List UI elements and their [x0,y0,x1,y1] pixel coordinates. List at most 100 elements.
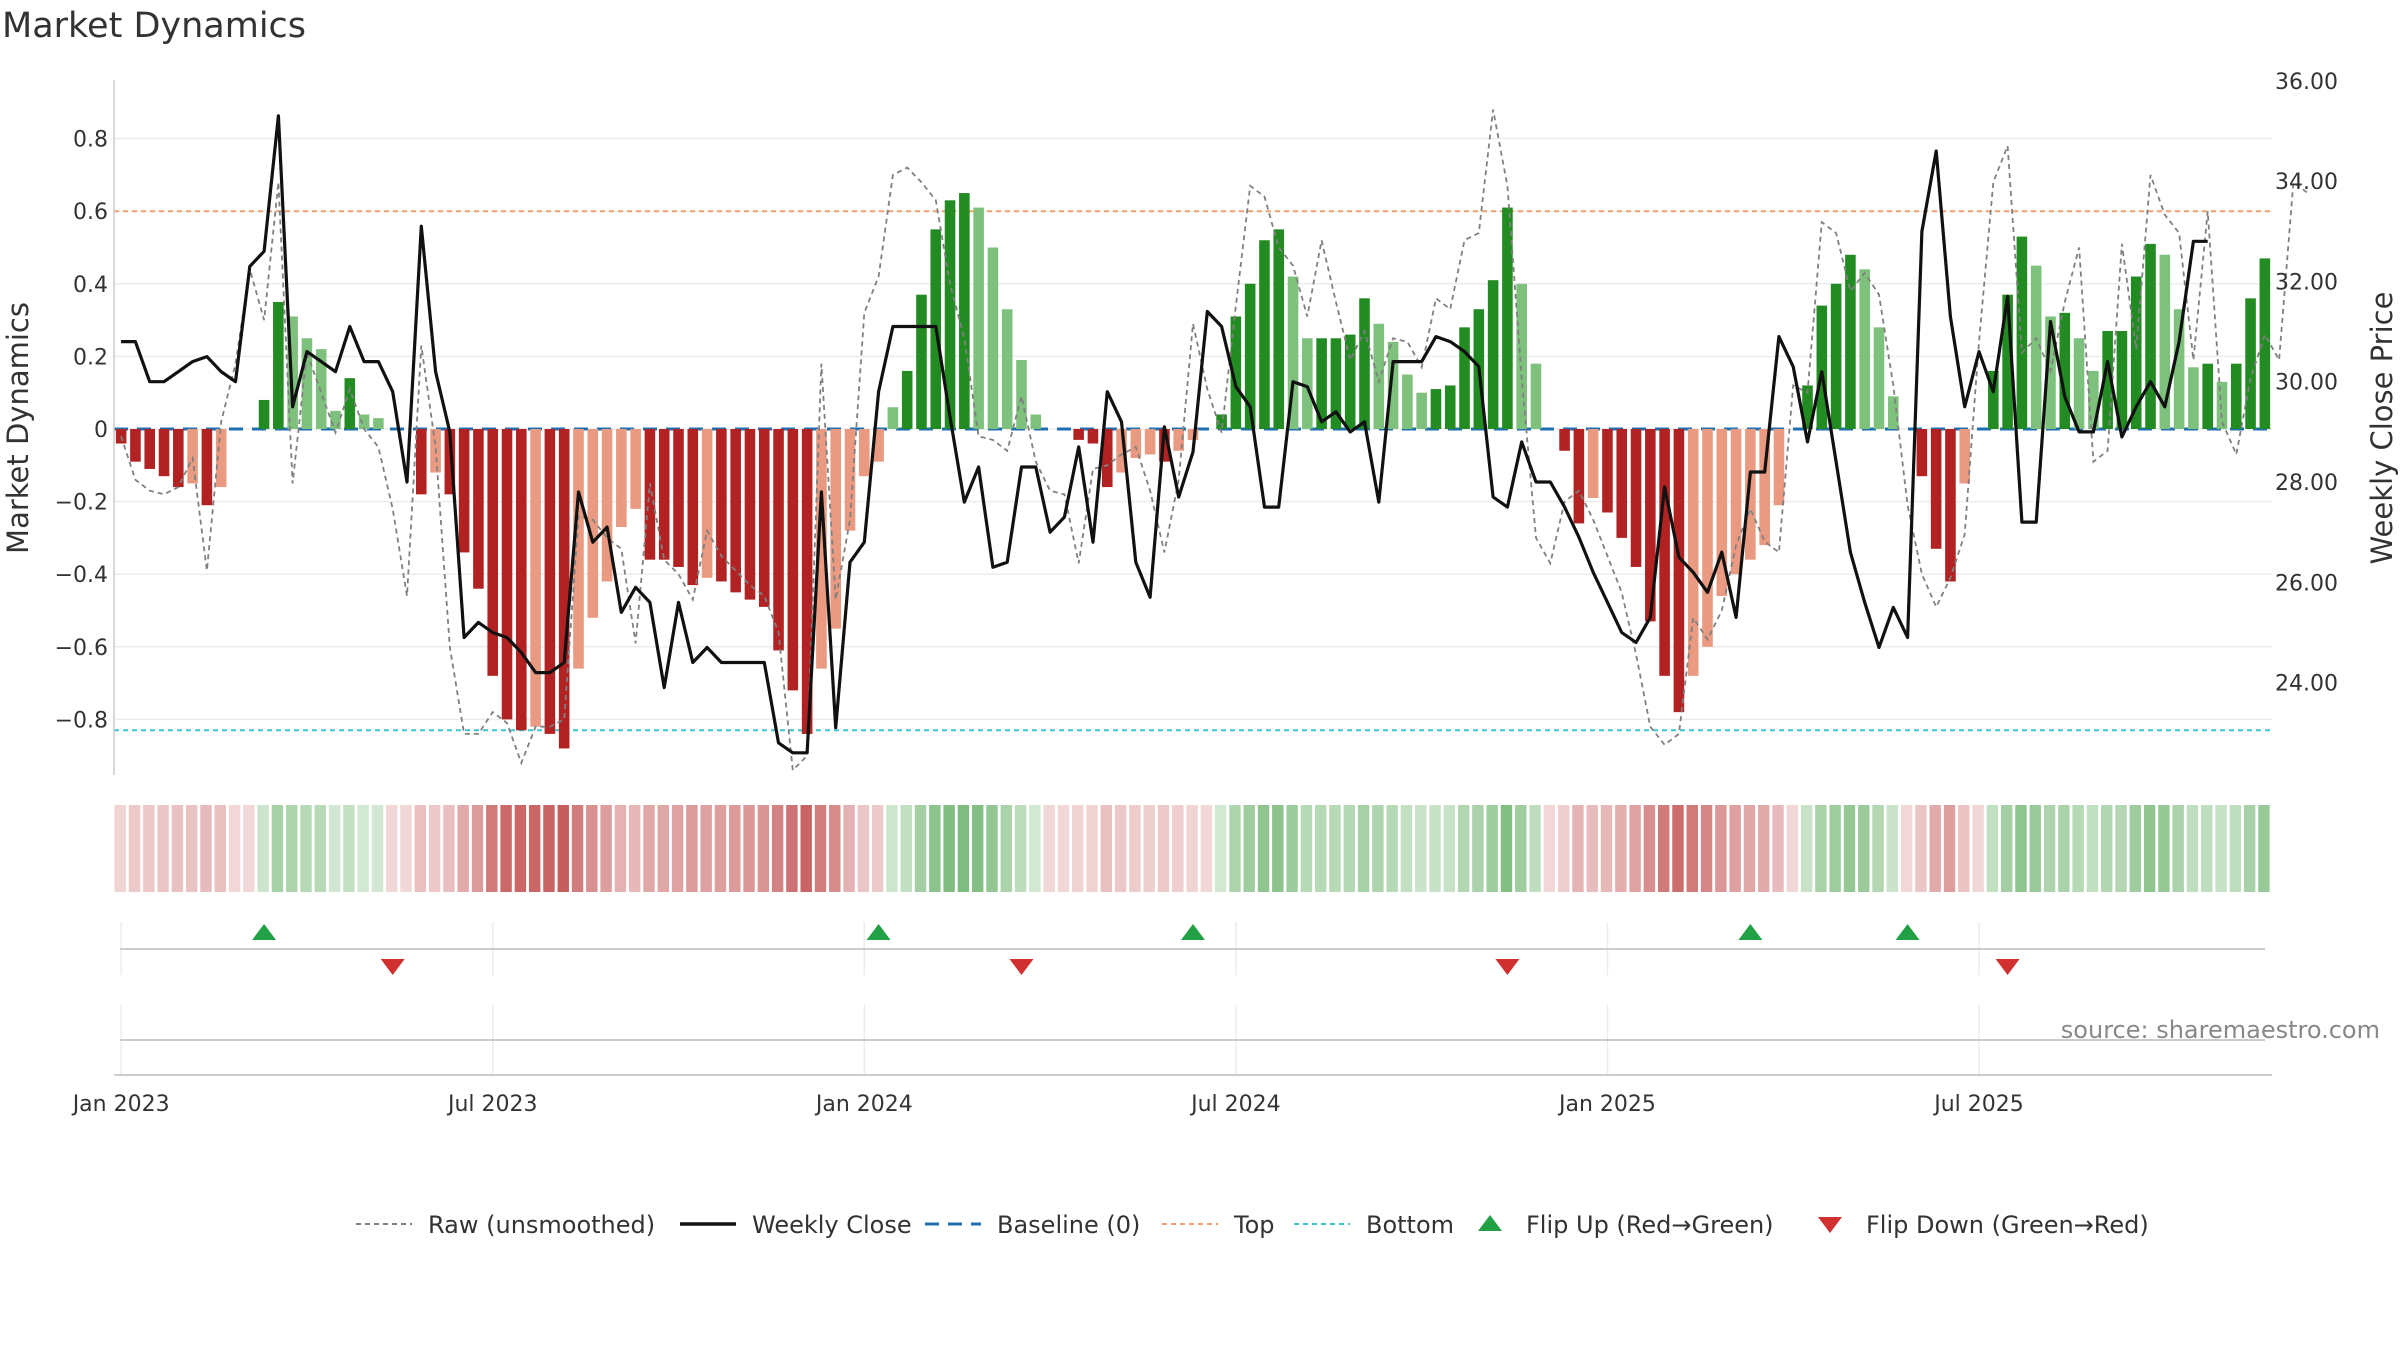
momentum-bar [516,429,527,731]
flip-up-marker [1738,924,1763,940]
flip-down-marker [380,959,405,975]
regime-strip-cell [1657,805,1670,892]
momentum-bar [558,429,570,749]
momentum-bar [330,410,341,429]
flip-up-marker [252,924,277,940]
regime-strip-cell [543,805,555,892]
regime-strip-cell [400,805,412,892]
regime-strip-cell [2015,805,2027,892]
regime-strip-cell [243,805,255,892]
regime-strip-cell [2058,805,2070,892]
momentum-bar [1487,280,1499,429]
momentum-bar [115,429,127,444]
regime-strip-cell [1043,805,1055,892]
regime-strip-cell [371,805,384,892]
momentum-bar [473,429,484,589]
regime-strip-cell [1086,805,1098,892]
regime-strip-cell [1386,805,1398,892]
regime-strip-cell [414,805,427,892]
legend-label: Raw (unsmoothed) [428,1211,655,1239]
momentum-bar [1773,429,1785,506]
regime-strip-cell [914,805,927,892]
regime-strip-cell [1357,805,1370,892]
momentum-bar [1645,429,1656,622]
regime-strip-cell [700,805,712,892]
regime-strip-cell [600,805,612,892]
momentum-bar [358,414,370,429]
momentum-bar [287,316,298,429]
regime-strip-cell [1415,805,1427,892]
regime-strip-cell [1500,805,1513,892]
flip-up-marker [866,924,891,940]
regime-strip-cell [1443,805,1456,892]
regime-strip-cell [1329,805,1341,892]
momentum-bars [115,193,2271,749]
legend-label: Bottom [1366,1211,1454,1239]
momentum-bar [1316,338,1327,429]
regime-strip-cell [1615,805,1627,892]
momentum-bar [458,429,470,553]
regime-strip-cell [586,805,598,892]
regime-strip-cell [1886,805,1899,892]
momentum-bar [2159,254,2171,429]
regime-strip-cell [929,805,941,892]
momentum-bar [1387,341,1399,429]
regime-strip-cell [1400,805,1413,892]
legend-label: Top [1233,1211,1275,1239]
regime-strip-cell [2072,805,2084,892]
momentum-bar [1802,385,1813,429]
regime-strip-cell [843,805,855,892]
momentum-bar [1830,283,1842,429]
regime-strip-cell [1229,805,1241,892]
momentum-bar [573,429,584,669]
regime-strip-cell [1243,805,1255,892]
regime-strip-cell [1543,805,1556,892]
regime-strip-cell [271,805,284,892]
momentum-bar [1516,283,1527,429]
regime-strip-cell [285,805,298,892]
regime-strip-cell [428,805,441,892]
y-tick-label: −0.8 [55,708,108,733]
momentum-bar [1259,240,1270,429]
close-line [121,114,2208,755]
momentum-bar [844,429,856,531]
momentum-bar [1302,338,1313,429]
momentum-bar [1945,429,1956,582]
regime-strip-cell [2101,805,2113,892]
y-tick-label: 0 [94,418,108,443]
regime-strip-cell [500,805,512,892]
y2-tick-label: 32.00 [2275,270,2338,295]
momentum-bar [587,429,599,618]
regime-strip-cell [328,805,341,892]
momentum-bar [1373,323,1385,429]
momentum-bar [1673,429,1685,713]
regime-strip-cell [571,805,584,892]
regime-strip-cell [1515,805,1527,892]
momentum-bar [658,429,670,560]
momentum-bar [173,429,184,488]
momentum-bar [1873,327,1885,429]
regime-strip-cell [2243,805,2256,892]
regime-strip-cell [1257,805,1270,892]
momentum-bar [1173,429,1184,451]
momentum-bar [444,429,456,495]
momentum-bar [1330,338,1342,429]
regime-strip-cell [1686,805,1698,892]
x-tick-label: Jul 2023 [446,1092,538,1117]
momentum-bar [1402,374,1413,429]
x-tick-label: Jan 2025 [1557,1092,1656,1117]
momentum-bar [144,429,156,469]
momentum-bar [1244,283,1256,429]
momentum-bar [1087,429,1099,444]
momentum-bar [544,429,556,734]
regime-strip-cell [528,805,541,892]
momentum-bar [1502,207,1513,429]
regime-strip-cell [1214,805,1227,892]
momentum-bar [2130,276,2142,429]
regime-strip-cell [1072,805,1084,892]
momentum-bar [758,429,770,607]
regime-strip-cell [786,805,798,892]
momentum-bar [130,429,141,462]
momentum-bar [959,193,970,429]
regime-strip-cell [614,805,627,892]
